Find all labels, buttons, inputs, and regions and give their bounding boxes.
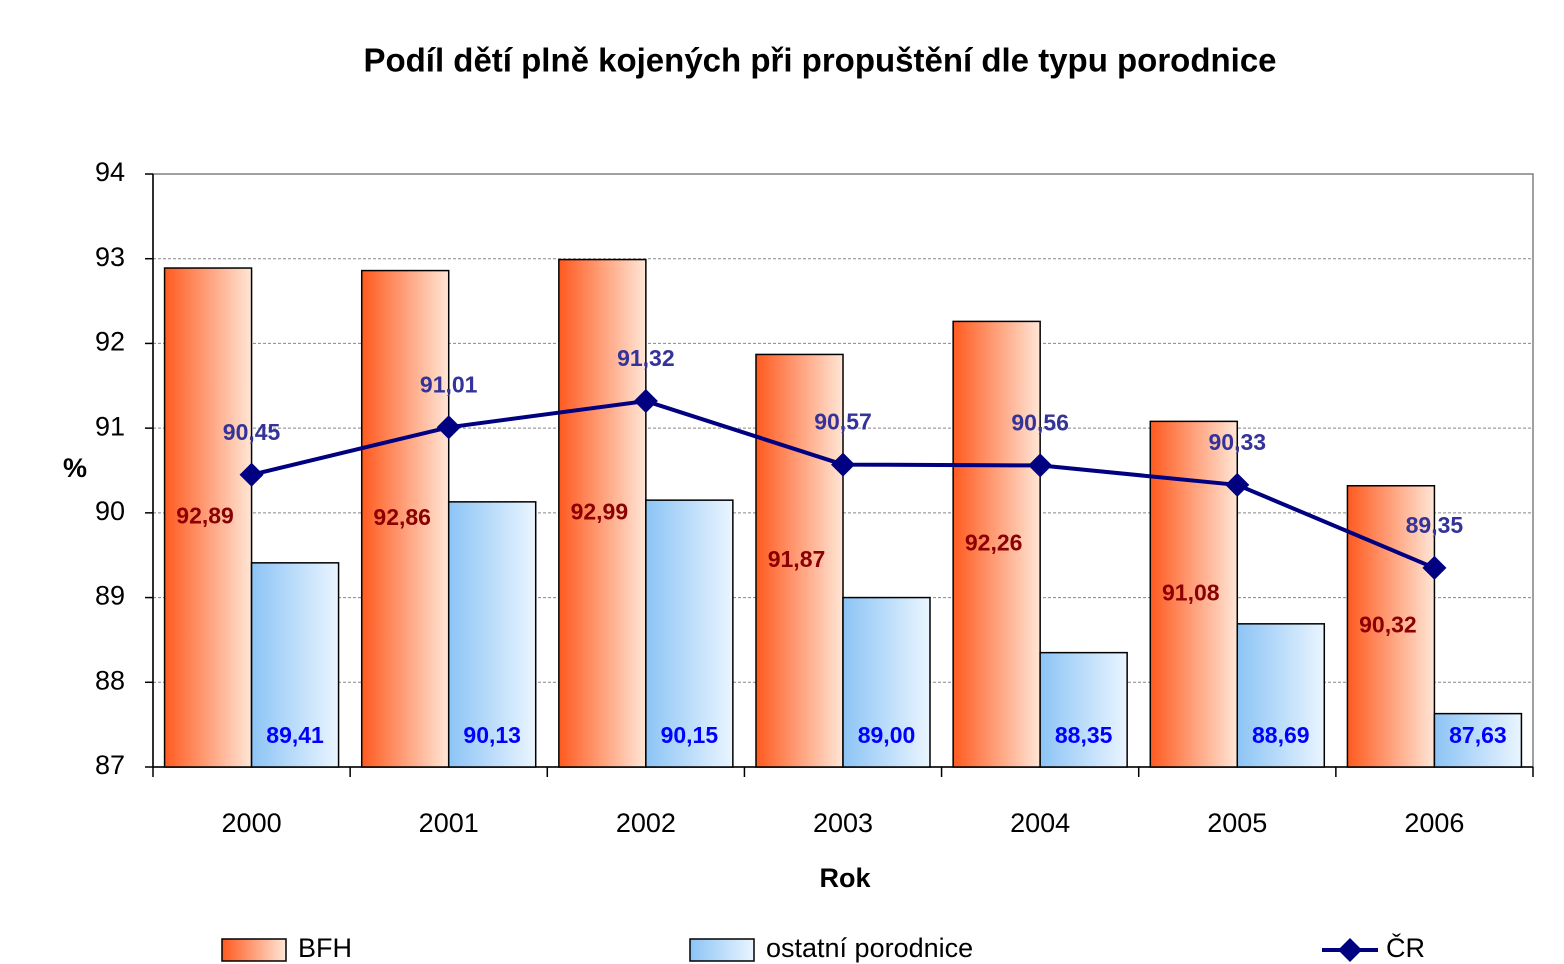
data-label: 90,32 [1359,611,1417,637]
bar [755,353,844,768]
data-label: 90,45 [223,419,281,445]
data-label: 90,33 [1209,429,1267,455]
bar [1236,623,1326,768]
marker [633,389,658,414]
bar [1433,712,1523,768]
marker [1028,453,1053,478]
x-axis-label: Rok [819,863,871,893]
data-label: 88,35 [1055,722,1113,748]
bar [842,596,931,768]
data-label: 89,35 [1406,512,1464,538]
bar [1039,651,1128,768]
data-label: 92,99 [571,498,629,524]
data-label: 90,15 [661,722,719,748]
marker [1422,555,1447,580]
bar [250,562,340,768]
x-tick-label: 2002 [616,808,676,838]
data-label: 91,87 [768,546,826,572]
y-tick-label: 89 [95,581,125,611]
data-label: 88,69 [1252,722,1310,748]
y-axis-label: % [63,453,87,483]
bar [163,267,253,768]
legend-marker [1338,938,1362,962]
data-label: 89,00 [858,722,916,748]
marker [239,462,264,487]
x-tick-label: 2001 [419,808,479,838]
data-label: 92,89 [176,503,234,529]
bar [558,258,647,768]
data-label: 91,08 [1162,579,1220,605]
y-tick-label: 94 [95,157,125,187]
bar [952,320,1041,768]
data-label: 90,56 [1011,409,1069,435]
y-tick-label: 91 [95,411,125,441]
y-tick-label: 88 [95,665,125,695]
bar [645,499,734,768]
chart-title: Podíl dětí plně kojených při propuštění … [363,42,1276,79]
data-label: 90,57 [814,409,872,435]
data-label: 92,86 [373,504,431,530]
x-tick-label: 2003 [813,808,873,838]
bar [360,269,450,768]
legend-label: ostatní porodnice [766,933,973,963]
x-tick-label: 2006 [1404,808,1464,838]
y-tick-label: 90 [95,496,125,526]
y-tick-label: 87 [95,750,125,780]
y-tick-label: 92 [95,327,125,357]
data-label: 91,32 [617,345,675,371]
marker [436,415,461,440]
data-label: 87,63 [1449,722,1507,748]
x-tick-label: 2000 [222,808,282,838]
x-tick-label: 2004 [1010,808,1070,838]
legend-swatch [221,938,287,962]
data-label: 91,01 [420,371,478,397]
marker [831,452,855,477]
data-label: 90,13 [463,722,521,748]
legend-label: BFH [298,933,352,963]
y-tick-label: 93 [95,242,125,272]
legend-swatch [689,938,755,962]
marker [1225,472,1250,497]
data-label: 89,41 [266,722,324,748]
bar [1346,484,1436,768]
data-label: 92,26 [965,529,1023,555]
legend-label: ČR [1386,932,1425,963]
bar [447,501,537,768]
x-tick-label: 2005 [1207,808,1267,838]
